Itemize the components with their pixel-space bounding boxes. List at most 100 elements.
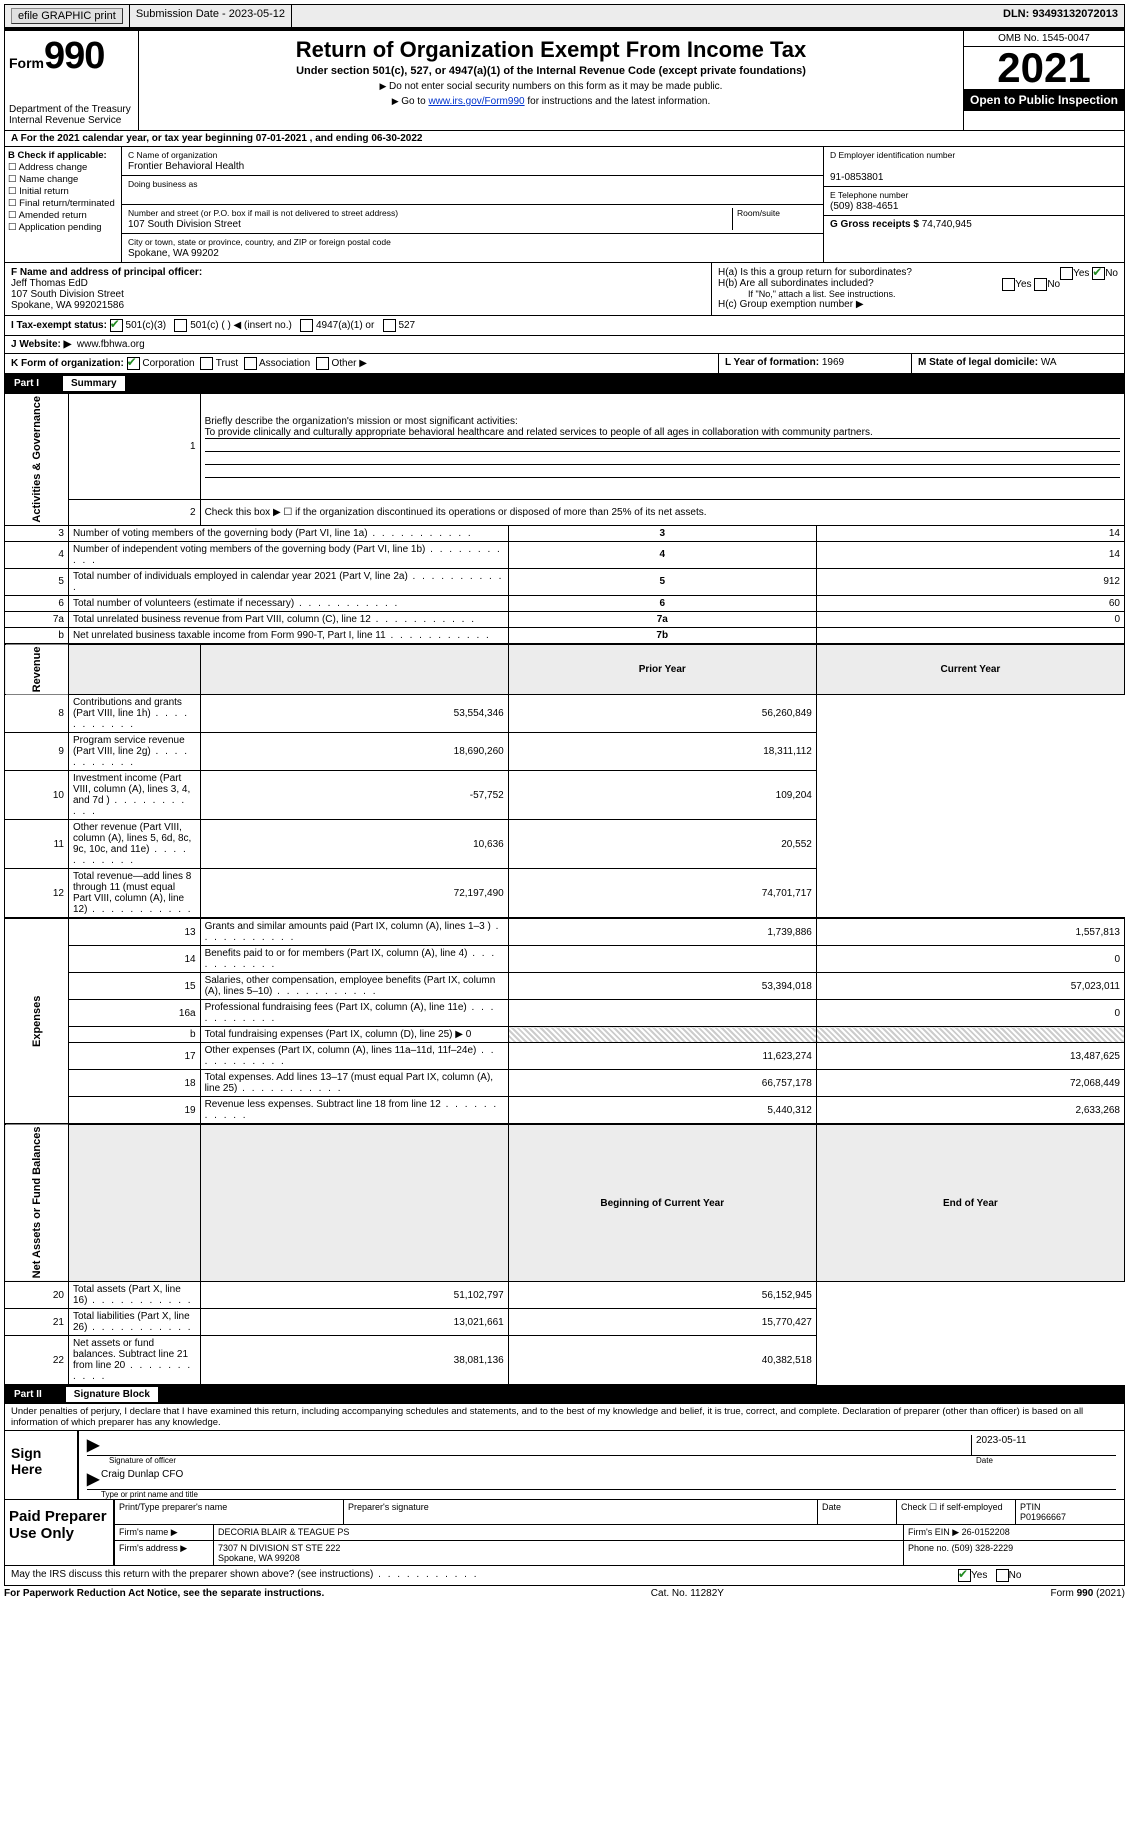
website-value: www.fbhwa.org <box>77 339 145 350</box>
gov-value-6: 60 <box>816 595 1124 611</box>
check-501c3[interactable] <box>110 319 123 332</box>
exp-current-17: 13,487,625 <box>816 1043 1124 1070</box>
h-a-no[interactable] <box>1092 267 1105 280</box>
check-corporation[interactable] <box>127 357 140 370</box>
city-state-zip: Spokane, WA 99202 <box>128 248 219 259</box>
officer-addr1: 107 South Division Street <box>11 289 124 300</box>
check-name-change[interactable]: ☐ Name change <box>8 174 118 185</box>
firm-ein: 26-0152208 <box>962 1527 1010 1537</box>
exp-current-15: 57,023,011 <box>816 973 1124 1000</box>
year-formation: 1969 <box>822 357 844 368</box>
rev-prior-10: -57,752 <box>200 771 508 820</box>
rev-current-9: 18,311,112 <box>508 733 816 771</box>
gov-value-7a: 0 <box>816 611 1124 627</box>
exp-prior-13: 1,739,886 <box>508 918 816 946</box>
dln-label: DLN: 93493132072013 <box>997 5 1124 27</box>
discuss-yes[interactable] <box>958 1569 971 1582</box>
tax-year: 2021 <box>964 47 1124 89</box>
ein-value: 91-0853801 <box>830 172 883 183</box>
sig-date-value: 2023-05-11 <box>971 1435 1116 1455</box>
form-subtitle-3: Go to www.irs.gov/Form990 for instructio… <box>147 96 955 107</box>
form-word: Form <box>9 55 44 71</box>
h-c-group-number: H(c) Group exemption number ▶ <box>718 299 1118 310</box>
section-j: J Website: ▶ www.fbhwa.org <box>5 336 1124 353</box>
check-4947[interactable] <box>300 319 313 332</box>
check-trust[interactable] <box>200 357 213 370</box>
h-b-yes[interactable] <box>1002 278 1015 291</box>
exp-current-13: 1,557,813 <box>816 918 1124 946</box>
form-header: Form990 Department of the Treasury Inter… <box>4 28 1125 131</box>
part-2-header: Part II Signature Block <box>4 1385 1125 1404</box>
check-self-employed[interactable]: Check ☐ if self-employed <box>897 1500 1016 1524</box>
gov-value-3: 14 <box>816 525 1124 541</box>
section-c: C Name of organization Frontier Behavior… <box>122 147 823 262</box>
line-a-period: A For the 2021 calendar year, or tax yea… <box>5 131 1124 146</box>
check-final-return[interactable]: ☐ Final return/terminated <box>8 198 118 209</box>
section-b: B Check if applicable: ☐ Address change … <box>5 147 122 262</box>
exp-prior-17: 11,623,274 <box>508 1043 816 1070</box>
exp-current-19: 2,633,268 <box>816 1097 1124 1125</box>
officer-name: Jeff Thomas EdD <box>11 278 88 289</box>
check-address-change[interactable]: ☐ Address change <box>8 162 118 173</box>
dept-text: Department of the Treasury Internal Reve… <box>9 104 134 126</box>
vert-governance: Activities & Governance <box>5 394 69 526</box>
sign-here-block: Sign Here ▶ 2023-05-11 Signature of offi… <box>4 1431 1125 1500</box>
section-k: K Form of organization: Corporation Trus… <box>5 354 719 373</box>
rev-current-12: 74,701,717 <box>508 869 816 919</box>
check-application-pending[interactable]: ☐ Application pending <box>8 222 118 233</box>
mission-text: To provide clinically and culturally app… <box>205 427 1120 439</box>
discuss-no[interactable] <box>996 1569 1009 1582</box>
state-domicile: WA <box>1041 357 1057 368</box>
officer-printed-name: Craig Dunlap CFO <box>101 1469 183 1489</box>
firm-name: DECORIA BLAIR & TEAGUE PS <box>214 1525 904 1540</box>
paid-preparer-block: Paid Preparer Use Only Print/Type prepar… <box>4 1500 1125 1566</box>
check-other[interactable] <box>316 357 329 370</box>
gross-receipts: 74,740,945 <box>922 219 972 230</box>
gov-value-4: 14 <box>816 541 1124 568</box>
net-end-20: 56,152,945 <box>508 1282 816 1309</box>
inspection-label: Open to Public Inspection <box>964 89 1124 111</box>
vert-expenses: Expenses <box>5 918 69 1124</box>
form990-link[interactable]: www.irs.gov/Form990 <box>428 96 524 107</box>
rev-current-11: 20,552 <box>508 820 816 869</box>
arrow-icon: ▶ <box>87 1435 101 1455</box>
street-address: 107 South Division Street <box>128 219 241 230</box>
org-name: Frontier Behavioral Health <box>128 161 244 172</box>
exp-prior-18: 66,757,178 <box>508 1070 816 1097</box>
form-title: Return of Organization Exempt From Incom… <box>147 37 955 63</box>
exp-current-18: 72,068,449 <box>816 1070 1124 1097</box>
check-501c[interactable] <box>174 319 187 332</box>
check-527[interactable] <box>383 319 396 332</box>
net-end-22: 40,382,518 <box>508 1336 816 1385</box>
section-m: M State of legal domicile: WA <box>912 354 1124 373</box>
part-1-header: Part I Summary <box>4 374 1125 393</box>
gov-value-7b <box>816 627 1124 644</box>
section-l: L Year of formation: 1969 <box>719 354 912 373</box>
exp-prior-15: 53,394,018 <box>508 973 816 1000</box>
h-b-no[interactable] <box>1034 278 1047 291</box>
check-initial-return[interactable]: ☐ Initial return <box>8 186 118 197</box>
arrow-icon: ▶ <box>87 1469 101 1489</box>
form-subtitle-1: Under section 501(c), 527, or 4947(a)(1)… <box>147 65 955 77</box>
exp-current-16a: 0 <box>816 1000 1124 1027</box>
check-amended-return[interactable]: ☐ Amended return <box>8 210 118 221</box>
efile-print-button[interactable]: efile GRAPHIC print <box>5 5 130 27</box>
rev-prior-9: 18,690,260 <box>200 733 508 771</box>
net-end-21: 15,770,427 <box>508 1309 816 1336</box>
form-subtitle-2: Do not enter social security numbers on … <box>147 81 955 92</box>
vert-netassets: Net Assets or Fund Balances <box>5 1124 69 1281</box>
ptin-value: P01966667 <box>1020 1512 1066 1522</box>
rev-prior-11: 10,636 <box>200 820 508 869</box>
section-fh: F Name and address of principal officer:… <box>4 263 1125 316</box>
net-begin-21: 13,021,661 <box>200 1309 508 1336</box>
top-status-bar: efile GRAPHIC print Submission Date - 20… <box>4 4 1125 28</box>
discuss-question: May the IRS discuss this return with the… <box>5 1566 952 1585</box>
exp-prior-16a <box>508 1000 816 1027</box>
rev-current-8: 56,260,849 <box>508 695 816 733</box>
h-a-yes[interactable] <box>1060 267 1073 280</box>
rev-prior-8: 53,554,346 <box>200 695 508 733</box>
section-bcd: B Check if applicable: ☐ Address change … <box>4 147 1125 263</box>
check-association[interactable] <box>244 357 257 370</box>
tel-value: (509) 838-4651 <box>830 201 898 212</box>
section-d: D Employer identification number 91-0853… <box>823 147 1124 262</box>
